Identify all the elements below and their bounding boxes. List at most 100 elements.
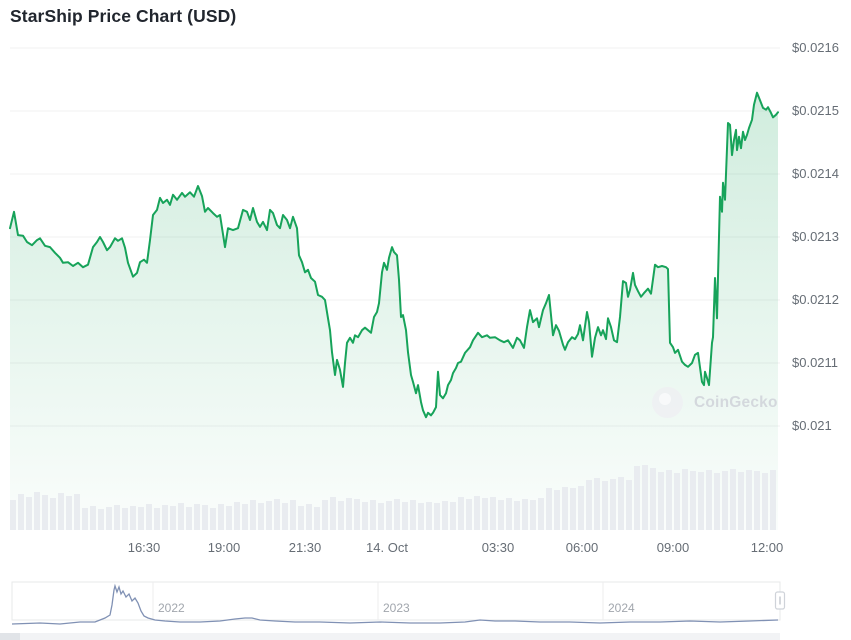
volume-bar xyxy=(66,496,72,530)
volume-bar xyxy=(114,505,120,530)
volume-bar xyxy=(194,504,200,530)
volume-bar xyxy=(298,506,304,530)
volume-bar xyxy=(178,503,184,530)
volume-bar xyxy=(466,499,472,530)
volume-bar xyxy=(138,507,144,530)
volume-bar xyxy=(170,506,176,530)
volume-bar xyxy=(18,494,24,530)
volume-bar xyxy=(482,498,488,530)
volume-bar xyxy=(762,473,768,530)
price-line xyxy=(9,91,779,419)
volume-bar xyxy=(698,472,704,530)
volume-bar xyxy=(618,477,624,530)
volume-bar xyxy=(522,499,528,530)
volume-bar xyxy=(514,501,520,530)
scrollbar-thumb[interactable] xyxy=(0,633,20,640)
volume-bar xyxy=(82,508,88,530)
volume-bar xyxy=(730,469,736,530)
watermark-text: CoinGecko xyxy=(694,393,778,411)
volume-bar xyxy=(130,506,136,530)
volume-bar xyxy=(602,481,608,530)
volume-bar xyxy=(442,501,448,530)
coingecko-logo-icon xyxy=(652,387,683,418)
volume-bar xyxy=(530,500,536,530)
watermark: CoinGecko xyxy=(652,387,778,418)
volume-bar xyxy=(34,492,40,530)
volume-bar xyxy=(418,503,424,530)
volume-bar xyxy=(330,497,336,530)
volume-bar xyxy=(322,500,328,530)
volume-bar xyxy=(90,506,96,530)
volume-bar xyxy=(306,504,312,530)
volume-bar xyxy=(658,472,664,530)
volume-bar xyxy=(234,502,240,530)
volume-bar xyxy=(594,478,600,530)
volume-bar xyxy=(202,505,208,530)
volume-bar xyxy=(274,499,280,530)
navigator[interactable] xyxy=(11,581,786,625)
volume-bar xyxy=(162,505,168,530)
volume-bar xyxy=(370,500,376,530)
volume-bar xyxy=(690,471,696,530)
volume-bar xyxy=(42,495,48,530)
volume-bar xyxy=(58,493,64,530)
volume-bar xyxy=(218,504,224,530)
volume-bars xyxy=(10,465,776,530)
volume-bar xyxy=(290,500,296,530)
volume-bar xyxy=(562,487,568,530)
volume-bar xyxy=(546,488,552,530)
volume-bar xyxy=(770,470,776,530)
volume-bar xyxy=(122,508,128,530)
volume-bar xyxy=(98,509,104,530)
volume-bar xyxy=(26,497,32,530)
volume-bar xyxy=(10,500,16,530)
volume-bar xyxy=(282,503,288,530)
volume-bar xyxy=(754,471,760,530)
volume-bar xyxy=(402,502,408,530)
volume-bar xyxy=(346,498,352,530)
volume-bar xyxy=(258,503,264,530)
volume-bar xyxy=(338,501,344,530)
volume-bar xyxy=(314,507,320,530)
volume-bar xyxy=(642,465,648,530)
volume-bar xyxy=(250,500,256,530)
volume-bar xyxy=(706,470,712,530)
volume-bar xyxy=(450,502,456,530)
volume-bar xyxy=(674,473,680,530)
volume-bar xyxy=(666,470,672,530)
volume-bar xyxy=(242,504,248,530)
volume-bar xyxy=(154,508,160,530)
volume-bar xyxy=(50,498,56,530)
volume-bar xyxy=(410,500,416,530)
volume-bar xyxy=(458,497,464,530)
volume-bar xyxy=(266,501,272,530)
scrollbar-track[interactable] xyxy=(0,633,780,640)
volume-bar xyxy=(210,508,216,530)
volume-bar xyxy=(186,507,192,530)
volume-bar xyxy=(714,473,720,530)
volume-bar xyxy=(626,480,632,530)
volume-bar xyxy=(354,499,360,530)
price-area-fill xyxy=(10,92,778,530)
volume-bar xyxy=(722,471,728,530)
navigator-track[interactable] xyxy=(11,581,781,621)
navigator-series-line xyxy=(11,583,779,625)
volume-bar xyxy=(682,469,688,530)
volume-bar xyxy=(474,496,480,530)
volume-bar xyxy=(746,470,752,530)
volume-bar xyxy=(570,488,576,530)
volume-bar xyxy=(394,499,400,530)
volume-bar xyxy=(426,502,432,530)
volume-bar xyxy=(490,497,496,530)
volume-bar xyxy=(74,494,80,530)
volume-bar xyxy=(538,498,544,530)
volume-bar xyxy=(738,472,744,530)
volume-bar xyxy=(378,503,384,530)
volume-bar xyxy=(650,468,656,530)
volume-bar xyxy=(578,486,584,530)
volume-bar xyxy=(434,503,440,530)
volume-bar xyxy=(586,480,592,530)
volume-bar xyxy=(106,507,112,530)
volume-bar xyxy=(362,502,368,530)
